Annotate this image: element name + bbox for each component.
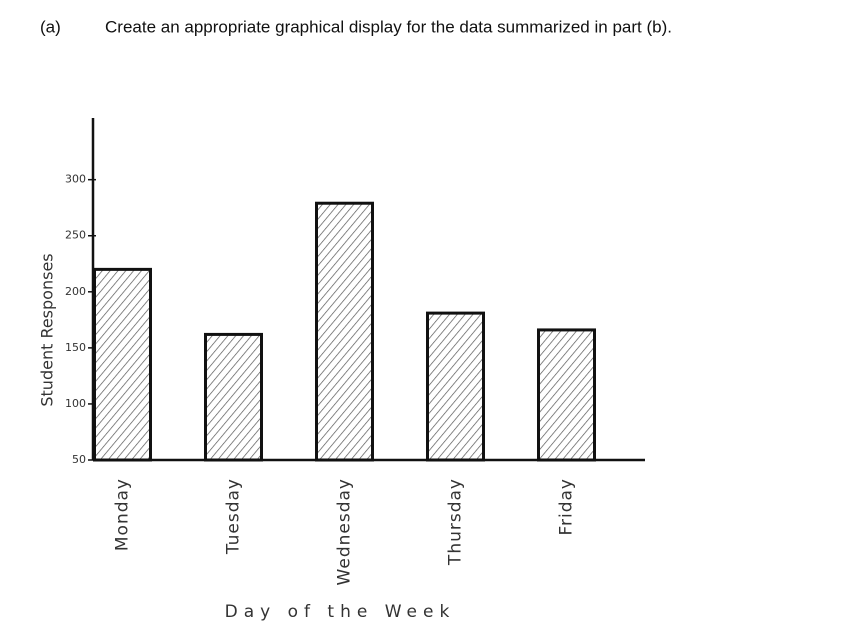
y-tick-label: 200	[65, 285, 86, 298]
bar	[315, 201, 374, 462]
x-tick-label: Monday	[113, 478, 133, 551]
question-text: Create an appropriate graphical display …	[105, 17, 672, 36]
bar	[426, 311, 485, 462]
x-tick-label: Thursday	[446, 478, 466, 566]
x-tick-label: Tuesday	[224, 478, 244, 555]
x-tick-label: Friday	[557, 478, 577, 536]
bar	[204, 332, 263, 462]
y-axis-label: Student Responses	[38, 253, 57, 406]
y-tick-label: 300	[65, 173, 86, 186]
y-tick-label: 100	[65, 397, 86, 410]
bar	[93, 267, 152, 462]
y-tick-label: 150	[65, 341, 86, 354]
y-tick-label: 50	[72, 453, 86, 466]
question-part: (a)	[40, 17, 61, 36]
y-tick-label: 250	[65, 229, 86, 242]
x-tick-label: Wednesday	[335, 478, 355, 585]
bar	[537, 328, 596, 462]
x-axis-label: Day of the Week	[225, 602, 456, 622]
